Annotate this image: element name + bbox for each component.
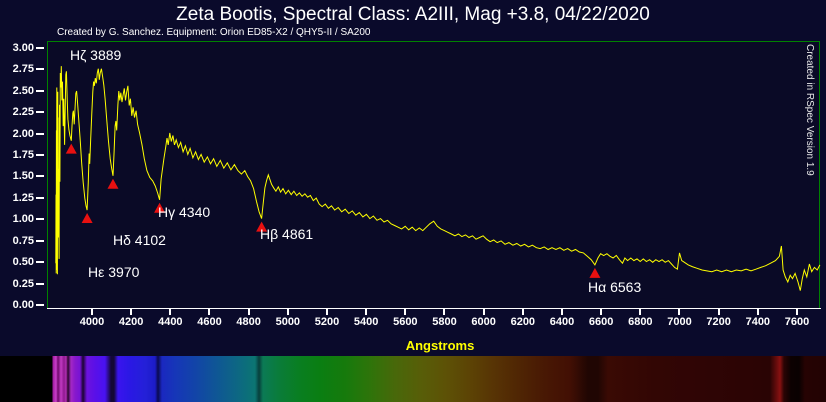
x-tick-label: 4400	[158, 316, 183, 328]
chart-credit-text: Created by G. Sanchez. Equipment: Orion …	[57, 27, 371, 38]
spectral-line-label: Hγ 4340	[158, 204, 211, 220]
spectral-line-label: Hε 3970	[88, 264, 140, 280]
x-tick-mark	[325, 309, 328, 315]
x-tick-mark	[795, 309, 798, 315]
y-tick-label: 1.50	[12, 170, 34, 183]
y-tick-mark	[36, 46, 44, 49]
x-tick-mark	[639, 309, 642, 315]
x-tick-label: 4800	[236, 316, 261, 328]
balmer-line-marker	[65, 143, 77, 154]
x-tick-mark	[286, 309, 289, 315]
y-tick-label: 0.50	[12, 256, 34, 269]
x-tick-mark	[482, 309, 485, 315]
y-tick-label: 1.00	[12, 213, 34, 226]
x-tick-label: 5200	[314, 316, 340, 328]
x-tick-label: 5400	[353, 316, 379, 328]
y-tick-mark	[36, 218, 44, 221]
x-axis-line	[47, 308, 821, 309]
x-tick-mark	[600, 309, 603, 315]
spectrum-curve	[55, 66, 821, 291]
y-tick-mark	[36, 282, 44, 285]
x-tick-label: 6400	[549, 316, 575, 328]
x-tick-label: 5800	[432, 316, 457, 328]
x-tick-mark	[365, 309, 368, 315]
x-tick-mark	[208, 309, 211, 315]
x-tick-mark	[717, 309, 720, 315]
x-tick-label: 4200	[118, 316, 144, 328]
x-tick-label: 7400	[745, 316, 771, 328]
y-tick-mark	[36, 89, 44, 92]
x-tick-label: 7600	[784, 316, 810, 328]
x-tick-label: 4600	[197, 316, 222, 328]
spectral-line-label: Hδ 4102	[113, 232, 166, 248]
spectral-line-label: Hα 6563	[588, 279, 642, 295]
x-tick-mark	[678, 309, 681, 315]
balmer-line-marker	[154, 202, 166, 213]
spectral-line-label: Hβ 4861	[260, 226, 314, 242]
y-tick-mark	[36, 261, 44, 264]
synthesized-spectrum-strip	[0, 356, 826, 402]
y-tick-mark	[36, 196, 44, 199]
y-tick-mark	[36, 304, 44, 306]
x-tick-mark	[521, 309, 524, 315]
y-tick-mark	[36, 239, 44, 242]
x-tick-label: 6200	[510, 316, 536, 328]
x-tick-mark	[756, 309, 759, 315]
y-tick-label: 0.25	[12, 277, 34, 290]
y-tick-label: 0.75	[12, 234, 34, 247]
x-tick-label: 5600	[393, 316, 418, 328]
rspec-version-watermark: Created in RSpec Version 1.9	[804, 44, 815, 176]
y-tick-mark	[36, 111, 44, 114]
x-tick-label: 6000	[471, 316, 496, 328]
y-tick-label: 2.00	[12, 127, 34, 140]
balmer-line-marker	[107, 178, 119, 189]
x-tick-label: 6800	[628, 316, 653, 328]
balmer-line-marker	[256, 221, 268, 232]
x-tick-mark	[130, 309, 133, 315]
balmer-line-marker	[81, 213, 93, 224]
x-tick-label: 5000	[275, 316, 301, 328]
y-tick-mark	[36, 132, 44, 135]
y-tick-label: 2.25	[12, 106, 34, 119]
y-tick-mark	[36, 175, 44, 178]
y-tick-label: 2.75	[12, 63, 34, 76]
y-tick-label: 1.75	[12, 149, 34, 162]
y-tick-label: 1.25	[12, 191, 34, 204]
x-tick-label: 7000	[667, 316, 692, 328]
x-tick-label: 4000	[79, 316, 105, 328]
balmer-line-marker	[589, 267, 601, 278]
chart-title: Zeta Bootis, Spectral Class: A2III, Mag …	[176, 4, 650, 25]
y-tick-label: 2.50	[12, 84, 34, 97]
x-tick-mark	[560, 309, 563, 315]
y-tick-mark	[36, 68, 44, 71]
x-tick-mark	[169, 309, 172, 315]
x-tick-label: 7200	[706, 316, 731, 328]
plot-area[interactable]	[47, 41, 821, 308]
y-tick-label: 3.00	[12, 41, 34, 54]
y-tick-mark	[36, 154, 44, 157]
spectral-line-label: Hζ 3889	[70, 47, 122, 63]
x-tick-label: 6600	[588, 316, 614, 328]
x-axis-title: Angstroms	[405, 338, 475, 353]
spectrum-plot-svg	[55, 66, 821, 291]
x-tick-mark	[404, 309, 407, 315]
x-tick-mark	[443, 309, 446, 315]
x-tick-mark	[247, 309, 250, 315]
x-tick-mark	[91, 309, 93, 315]
y-tick-label: 0.00	[12, 299, 34, 311]
